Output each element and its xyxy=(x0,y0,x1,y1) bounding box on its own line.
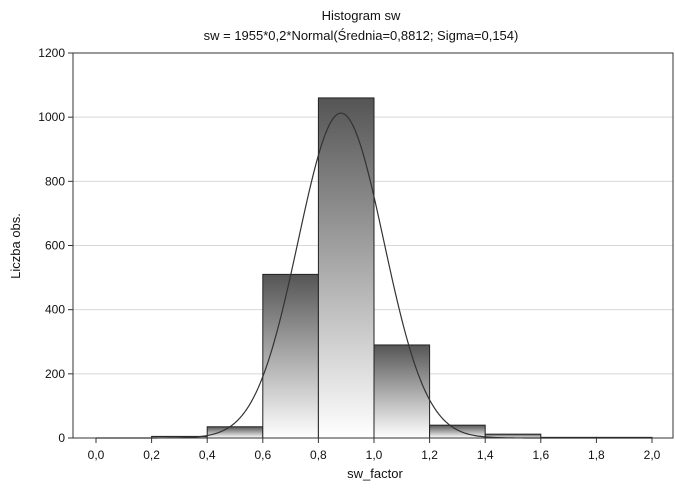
x-tick-label: 1,4 xyxy=(477,448,494,462)
x-tick-label: 1,8 xyxy=(588,448,605,462)
y-axis: 0 200 400 600 800 1000 1200 xyxy=(38,46,73,445)
x-tick-label: 0,6 xyxy=(254,448,271,462)
x-axis-title: sw_factor xyxy=(347,466,403,481)
histogram-bar xyxy=(373,344,431,439)
y-tick-label: 200 xyxy=(45,367,65,381)
x-axis: 0,0 0,2 0,4 0,6 0,8 1,0 1,2 1,4 1,6 1,8 2,0 xyxy=(88,438,661,462)
x-tick-label: 0,4 xyxy=(199,448,216,462)
x-tick-label: 0,8 xyxy=(310,448,327,462)
x-tick-label: 0,0 xyxy=(88,448,105,462)
y-tick-label: 400 xyxy=(45,303,65,317)
chart-title: Histogram sw xyxy=(322,8,401,23)
x-tick-label: 2,0 xyxy=(644,448,661,462)
chart-subtitle: sw = 1955*0,2*Normal(Średnia=0,8812; Sig… xyxy=(204,28,519,43)
x-tick-label: 1,2 xyxy=(421,448,438,462)
y-tick-label: 1200 xyxy=(38,46,65,60)
y-axis-title: Liczba obs. xyxy=(8,213,23,279)
y-tick-label: 800 xyxy=(45,174,65,188)
bars-group xyxy=(151,97,653,439)
x-tick-label: 1,6 xyxy=(532,448,549,462)
y-tick-label: 1000 xyxy=(38,110,65,124)
histogram-bar xyxy=(317,97,375,439)
y-tick-label: 0 xyxy=(58,431,65,445)
histogram-bar xyxy=(206,426,264,439)
x-tick-label: 0,2 xyxy=(143,448,160,462)
histogram-bar xyxy=(262,273,319,439)
y-tick-label: 600 xyxy=(45,239,65,253)
x-tick-label: 1,0 xyxy=(366,448,383,462)
